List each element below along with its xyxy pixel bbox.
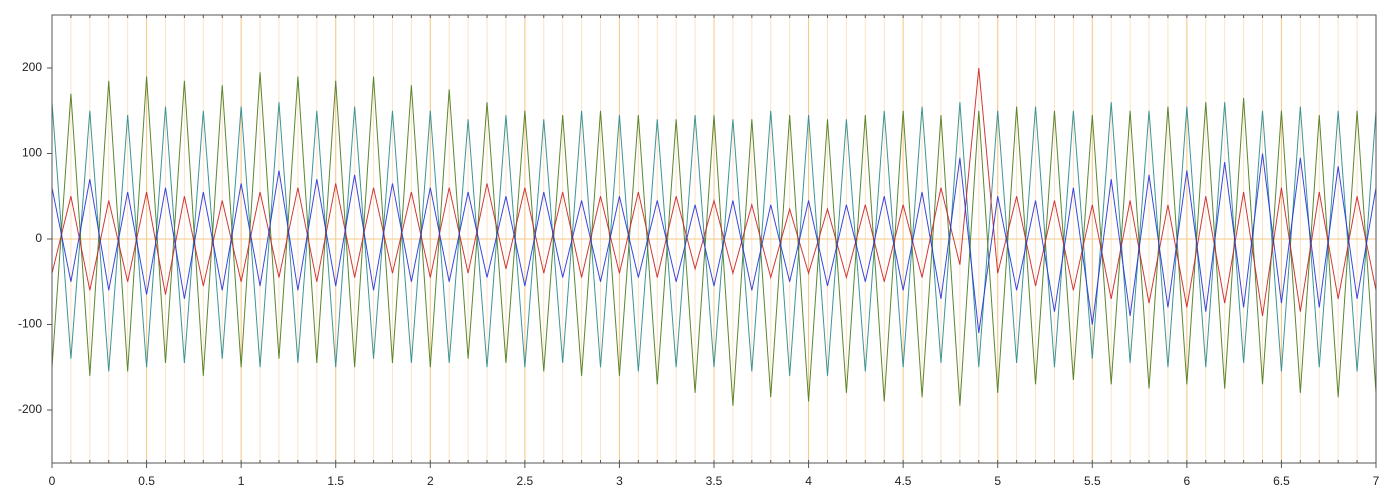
x-tick-label: 4.5 (895, 474, 912, 488)
x-tick-label: 7 (1373, 474, 1380, 488)
plot-lines (51, 67, 1377, 406)
y-tick-label: 100 (22, 146, 42, 160)
signal-line (51, 153, 1377, 334)
x-tick-label: 3.5 (706, 474, 723, 488)
signal-line (51, 67, 1377, 317)
x-tick-label: 0.5 (138, 474, 155, 488)
signal-line (51, 102, 1377, 376)
x-tick-label: 4 (805, 474, 812, 488)
y-tick-label: 0 (35, 231, 42, 245)
y-tick-label: -100 (18, 317, 42, 331)
x-tick-label: 5 (994, 474, 1001, 488)
y-tick-label: -200 (18, 402, 42, 416)
x-tick-label: 5.5 (1084, 474, 1101, 488)
x-tick-label: 6 (1184, 474, 1191, 488)
x-tick-label: 2.5 (517, 474, 534, 488)
x-tick-label: 0 (49, 474, 56, 488)
y-tick-label: 200 (22, 60, 42, 74)
signal-line (51, 72, 1377, 406)
x-tick-label: 1 (238, 474, 245, 488)
x-tick-label: 1.5 (327, 474, 344, 488)
grid (51, 15, 1377, 463)
axes: 0 0.5 1 1.5 2 2.5 3 3.5 4 4.5 5 5.5 6 6.5 7 -200 -100 0 10… (18, 15, 1380, 488)
x-tick-label: 2 (427, 474, 434, 488)
x-tick-label: 6.5 (1273, 474, 1290, 488)
x-tick-label: 3 (616, 474, 623, 488)
